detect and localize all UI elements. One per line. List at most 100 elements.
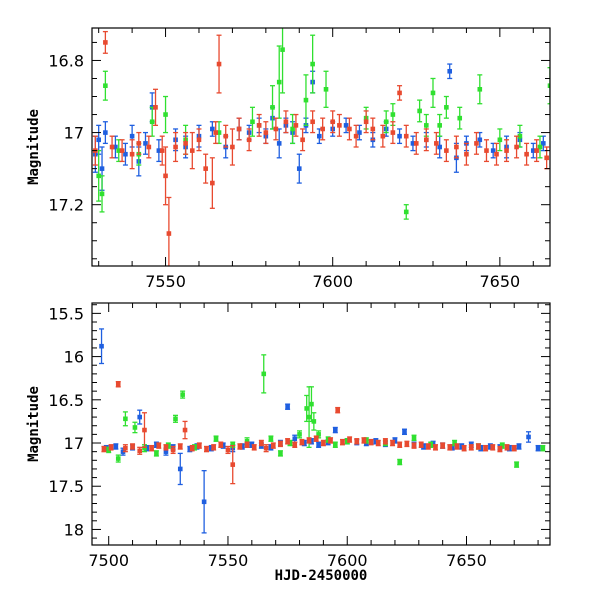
marker: [347, 437, 352, 442]
marker: [411, 443, 417, 448]
marker: [535, 445, 541, 451]
marker: [452, 440, 457, 446]
marker: [430, 441, 436, 447]
marker: [364, 438, 369, 443]
data-point: [504, 139, 510, 163]
y-tick-label: 17.5: [48, 477, 84, 496]
data-point: [477, 74, 483, 105]
data-point: [189, 444, 195, 452]
data-point: [370, 117, 376, 141]
marker: [430, 90, 436, 96]
marker: [204, 446, 209, 452]
data-point: [297, 430, 303, 439]
marker: [263, 445, 269, 451]
marker: [230, 462, 236, 467]
marker: [119, 148, 125, 153]
top-panel-tick-labels: 7550 7600 7650 16.8 17 17.2: [48, 51, 520, 291]
marker: [459, 444, 465, 449]
data-point: [149, 444, 155, 452]
marker: [417, 108, 422, 114]
marker: [484, 148, 489, 153]
marker: [129, 133, 135, 139]
x-tick-label: 7600: [327, 551, 368, 570]
marker: [330, 119, 336, 125]
top-panel-y-axis-label: Magnitude: [26, 109, 42, 185]
marker: [182, 427, 188, 433]
data-point: [263, 444, 269, 453]
marker: [177, 444, 183, 449]
y-tick-label: 16.5: [48, 391, 84, 410]
data-point: [310, 34, 316, 94]
marker: [321, 440, 326, 446]
marker: [278, 451, 283, 456]
data-point: [453, 135, 459, 159]
data-point: [454, 443, 460, 450]
data-point: [293, 113, 299, 137]
marker: [449, 445, 455, 450]
data-point: [299, 438, 305, 446]
data-point: [418, 441, 424, 448]
marker: [353, 133, 359, 139]
marker: [316, 442, 321, 448]
data-point: [170, 445, 176, 455]
marker: [354, 438, 360, 444]
marker: [454, 444, 460, 449]
marker: [343, 123, 349, 128]
marker: [216, 61, 222, 67]
marker: [424, 137, 429, 143]
data-point: [277, 440, 283, 448]
marker: [285, 438, 290, 444]
data-point: [156, 442, 162, 449]
data-point: [530, 142, 536, 159]
data-point: [163, 95, 169, 134]
data-point: [137, 446, 143, 455]
marker: [218, 442, 224, 448]
marker: [239, 444, 245, 449]
marker: [183, 141, 188, 146]
data-point: [468, 444, 474, 451]
data-point: [122, 411, 128, 427]
marker: [213, 130, 218, 135]
marker: [196, 137, 202, 143]
marker: [213, 436, 219, 441]
marker: [363, 119, 369, 125]
marker: [440, 443, 445, 448]
data-point: [292, 441, 298, 448]
marker: [483, 445, 488, 451]
data-point: [311, 412, 317, 431]
data-point: [109, 135, 115, 159]
marker: [268, 445, 274, 450]
marker: [244, 442, 250, 448]
marker: [370, 126, 376, 132]
data-point: [323, 70, 329, 108]
data-point: [368, 438, 374, 446]
marker: [144, 445, 150, 451]
marker: [146, 144, 152, 150]
marker: [476, 444, 481, 449]
marker: [537, 144, 543, 150]
data-point: [177, 443, 183, 450]
x-tick-label: 7600: [312, 272, 353, 291]
marker: [457, 115, 463, 121]
data-point: [511, 444, 517, 452]
marker: [268, 436, 274, 441]
data-point: [213, 121, 219, 145]
data-point: [310, 110, 316, 134]
marker: [163, 112, 168, 117]
marker: [163, 449, 169, 454]
marker: [173, 416, 178, 422]
marker: [159, 148, 165, 153]
data-point: [363, 110, 369, 134]
data-point: [211, 444, 217, 451]
data-point: [421, 443, 427, 450]
data-point: [463, 142, 469, 166]
marker: [210, 126, 215, 132]
marker: [403, 209, 409, 215]
top-panel-frame: [91, 27, 551, 267]
data-point: [547, 67, 550, 105]
marker: [530, 148, 536, 153]
data-point: [404, 440, 410, 448]
marker: [300, 137, 305, 143]
marker: [397, 459, 403, 465]
marker: [368, 439, 374, 445]
